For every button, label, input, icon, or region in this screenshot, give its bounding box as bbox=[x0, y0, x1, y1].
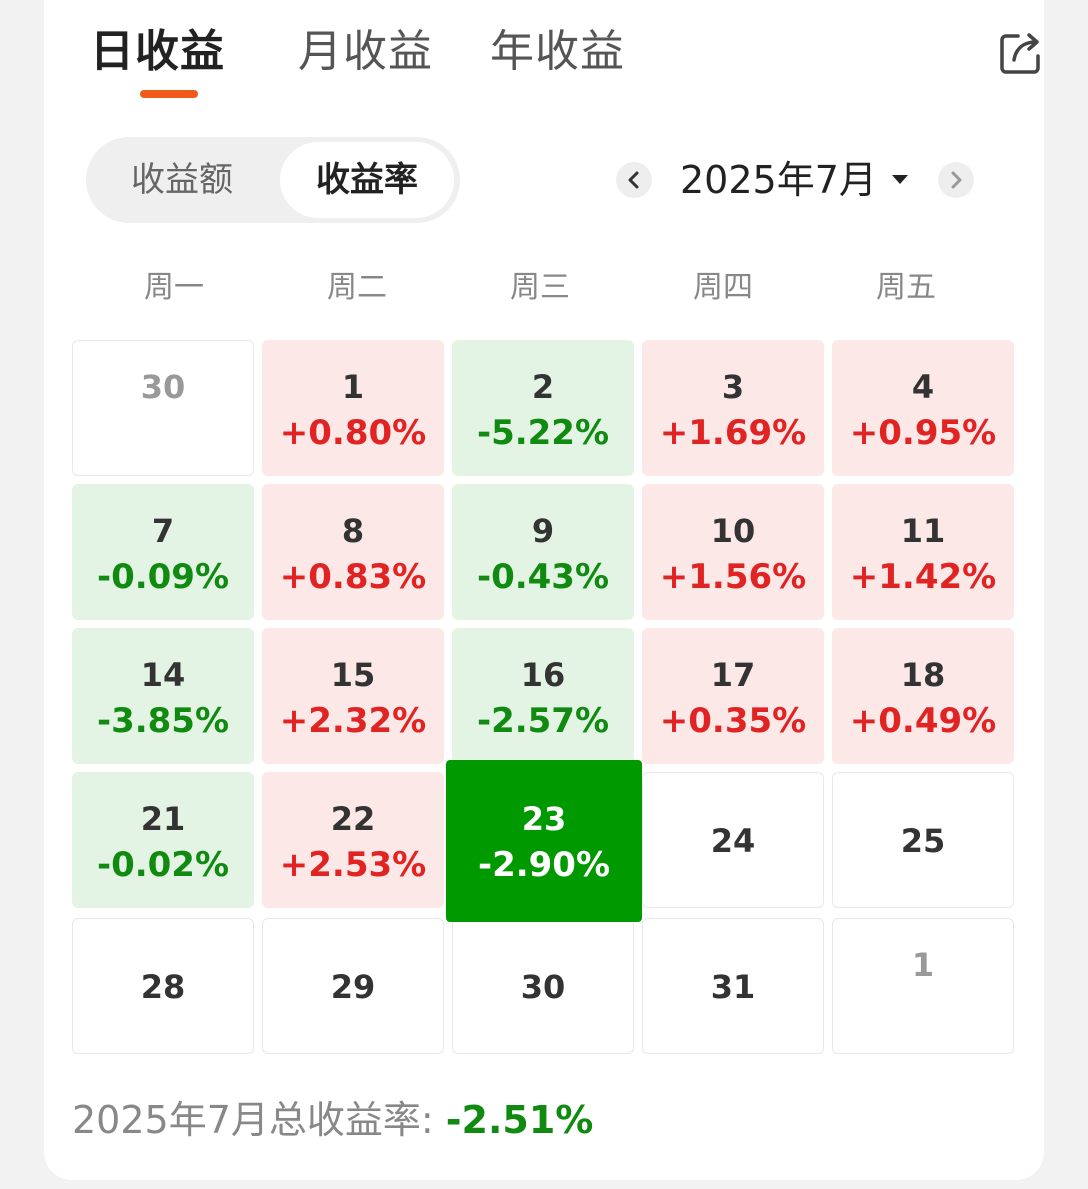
calendar-day[interactable]: 22 +2.53% bbox=[262, 772, 444, 908]
weekday-label: 周三 bbox=[510, 270, 570, 305]
day-number: 18 bbox=[900, 656, 946, 694]
earnings-type-toggle: 收益额 收益率 bbox=[86, 137, 460, 223]
chevron-right-icon bbox=[951, 171, 962, 189]
share-icon[interactable] bbox=[996, 28, 1046, 78]
day-number: 17 bbox=[710, 656, 756, 694]
day-return-rate: +0.80% bbox=[279, 413, 427, 453]
caret-down-icon[interactable] bbox=[890, 172, 910, 186]
calendar-day[interactable]: 9 -0.43% bbox=[452, 484, 634, 620]
day-return-rate: +2.53% bbox=[279, 845, 427, 885]
day-number: 14 bbox=[140, 656, 186, 694]
day-number: 8 bbox=[341, 512, 365, 550]
tab-monthly-earnings[interactable]: 月收益 bbox=[298, 26, 433, 77]
month-selector[interactable]: 2025年7月 bbox=[680, 158, 877, 202]
calendar-day[interactable]: 10 +1.56% bbox=[642, 484, 824, 620]
day-number: 3 bbox=[721, 368, 745, 406]
day-return-rate: -5.22% bbox=[476, 413, 610, 453]
day-number: 28 bbox=[140, 968, 186, 1006]
day-number: 4 bbox=[911, 368, 935, 406]
day-return-rate: -3.85% bbox=[96, 701, 230, 741]
day-number: 9 bbox=[531, 512, 555, 550]
calendar-day[interactable]: 18 +0.49% bbox=[832, 628, 1014, 764]
calendar-day[interactable]: 31 bbox=[642, 918, 824, 1054]
day-return-rate: -0.09% bbox=[96, 557, 230, 597]
calendar-day[interactable]: 15 +2.32% bbox=[262, 628, 444, 764]
calendar-day[interactable]: 17 +0.35% bbox=[642, 628, 824, 764]
day-number: 15 bbox=[330, 656, 376, 694]
calendar-day[interactable]: 30 bbox=[452, 918, 634, 1054]
day-number: 16 bbox=[520, 656, 566, 694]
calendar-day[interactable]: 7 -0.09% bbox=[72, 484, 254, 620]
prev-month-button[interactable] bbox=[616, 162, 652, 198]
calendar-day[interactable]: 4 +0.95% bbox=[832, 340, 1014, 476]
toggle-amount[interactable]: 收益额 bbox=[131, 160, 233, 200]
monthly-total-label: 2025年7月总收益率: bbox=[72, 1098, 446, 1142]
day-number: 21 bbox=[140, 800, 186, 838]
calendar-day-selected[interactable]: 23 -2.90% bbox=[446, 760, 642, 922]
calendar-day[interactable]: 14 -3.85% bbox=[72, 628, 254, 764]
day-return-rate: +0.49% bbox=[849, 701, 997, 741]
day-number: 30 bbox=[140, 368, 186, 406]
tab-yearly-earnings[interactable]: 年收益 bbox=[490, 26, 625, 77]
calendar-day[interactable]: 11 +1.42% bbox=[832, 484, 1014, 620]
weekday-label: 周二 bbox=[327, 270, 387, 305]
calendar-day[interactable]: 8 +0.83% bbox=[262, 484, 444, 620]
day-return-rate: +1.56% bbox=[659, 557, 807, 597]
day-return-rate: +0.35% bbox=[659, 701, 807, 741]
monthly-total-rate: 2025年7月总收益率: -2.51% bbox=[72, 1092, 593, 1148]
day-number: 24 bbox=[710, 822, 756, 860]
day-return-rate: -2.90% bbox=[477, 845, 611, 885]
day-number: 2 bbox=[531, 368, 555, 406]
day-number: 7 bbox=[151, 512, 175, 550]
day-return-rate: +1.42% bbox=[849, 557, 997, 597]
tab-daily-earnings[interactable]: 日收益 bbox=[90, 26, 225, 77]
day-return-rate: +0.95% bbox=[849, 413, 997, 453]
day-number: 1 bbox=[911, 946, 935, 984]
calendar-day[interactable]: 16 -2.57% bbox=[452, 628, 634, 764]
active-tab-indicator bbox=[140, 90, 198, 98]
weekday-label: 周一 bbox=[144, 270, 204, 305]
chevron-left-icon bbox=[628, 171, 639, 189]
calendar-day[interactable]: 25 bbox=[832, 772, 1014, 908]
day-number: 11 bbox=[900, 512, 946, 550]
day-number: 22 bbox=[330, 800, 376, 838]
day-number: 23 bbox=[521, 800, 567, 838]
day-return-rate: -2.57% bbox=[476, 701, 610, 741]
calendar-day[interactable]: 24 bbox=[642, 772, 824, 908]
day-return-rate: +0.83% bbox=[279, 557, 427, 597]
weekday-label: 周四 bbox=[693, 270, 753, 305]
weekday-label: 周五 bbox=[876, 270, 936, 305]
next-month-button[interactable] bbox=[938, 162, 974, 198]
toggle-rate[interactable]: 收益率 bbox=[280, 142, 454, 218]
day-number: 31 bbox=[710, 968, 756, 1006]
day-number: 25 bbox=[900, 822, 946, 860]
calendar-day[interactable]: 30 bbox=[72, 340, 254, 476]
day-return-rate: +2.32% bbox=[279, 701, 427, 741]
day-number: 30 bbox=[520, 968, 566, 1006]
calendar-day[interactable]: 1 +0.80% bbox=[262, 340, 444, 476]
day-number: 29 bbox=[330, 968, 376, 1006]
calendar-day[interactable]: 3 +1.69% bbox=[642, 340, 824, 476]
day-return-rate: -0.43% bbox=[476, 557, 610, 597]
calendar-day[interactable]: 1 bbox=[832, 918, 1014, 1054]
day-number: 1 bbox=[341, 368, 365, 406]
calendar-day[interactable]: 29 bbox=[262, 918, 444, 1054]
calendar-day[interactable]: 2 -5.22% bbox=[452, 340, 634, 476]
calendar-day[interactable]: 21 -0.02% bbox=[72, 772, 254, 908]
monthly-total-value: -2.51% bbox=[445, 1098, 594, 1142]
day-number: 10 bbox=[710, 512, 756, 550]
calendar-day[interactable]: 28 bbox=[72, 918, 254, 1054]
day-return-rate: +1.69% bbox=[659, 413, 807, 453]
day-return-rate: -0.02% bbox=[96, 845, 230, 885]
